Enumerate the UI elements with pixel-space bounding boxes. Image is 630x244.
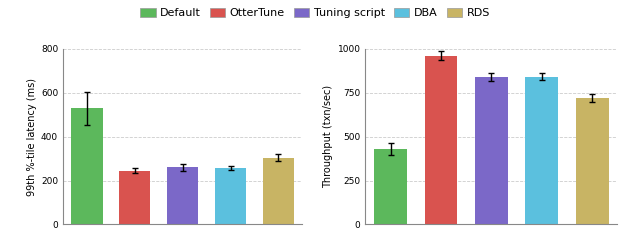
Bar — [263, 158, 294, 224]
Bar — [167, 167, 198, 224]
Bar — [71, 108, 103, 224]
Y-axis label: Throughput (txn/sec): Throughput (txn/sec) — [323, 85, 333, 188]
Bar — [475, 77, 508, 224]
Y-axis label: 99th %-tile latency (ms): 99th %-tile latency (ms) — [26, 78, 37, 196]
Bar — [215, 168, 246, 224]
Bar — [119, 171, 151, 224]
Bar — [576, 98, 609, 224]
Legend: Default, OtterTune, Tuning script, DBA, RDS: Default, OtterTune, Tuning script, DBA, … — [138, 6, 492, 20]
Bar — [374, 149, 407, 224]
Bar — [425, 56, 457, 224]
Bar — [525, 77, 558, 224]
